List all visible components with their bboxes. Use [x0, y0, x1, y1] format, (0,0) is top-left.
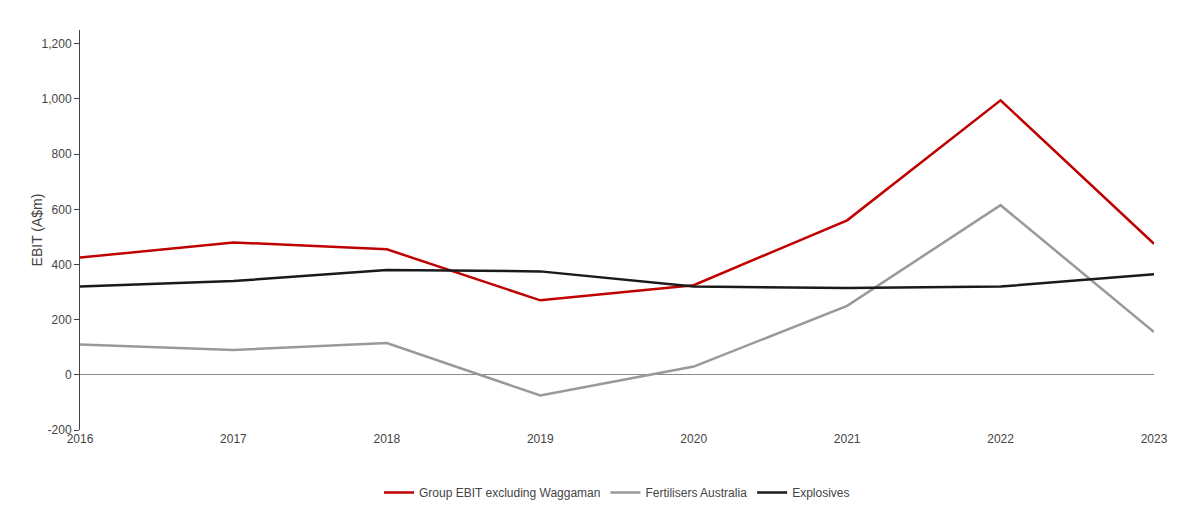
svg-text:2021: 2021 [834, 432, 861, 446]
svg-text:200: 200 [52, 313, 72, 327]
svg-text:2017: 2017 [220, 432, 247, 446]
svg-text:2019: 2019 [527, 432, 554, 446]
svg-text:2018: 2018 [374, 432, 401, 446]
svg-text:Fertilisers Australia: Fertilisers Australia [645, 486, 747, 500]
svg-text:2020: 2020 [680, 432, 707, 446]
svg-text:600: 600 [52, 203, 72, 217]
svg-text:EBIT (A$m): EBIT (A$m) [29, 194, 45, 267]
svg-text:800: 800 [52, 147, 72, 161]
svg-text:2023: 2023 [1141, 432, 1168, 446]
svg-text:Explosives: Explosives [792, 486, 849, 500]
svg-text:1,000: 1,000 [42, 92, 72, 106]
svg-text:2016: 2016 [67, 432, 94, 446]
svg-text:1,200: 1,200 [42, 37, 72, 51]
svg-text:2022: 2022 [987, 432, 1014, 446]
svg-text:400: 400 [52, 258, 72, 272]
svg-text:Group EBIT excluding Waggaman: Group EBIT excluding Waggaman [419, 486, 600, 500]
svg-text:0: 0 [65, 368, 72, 382]
svg-text:-200: -200 [48, 423, 72, 437]
